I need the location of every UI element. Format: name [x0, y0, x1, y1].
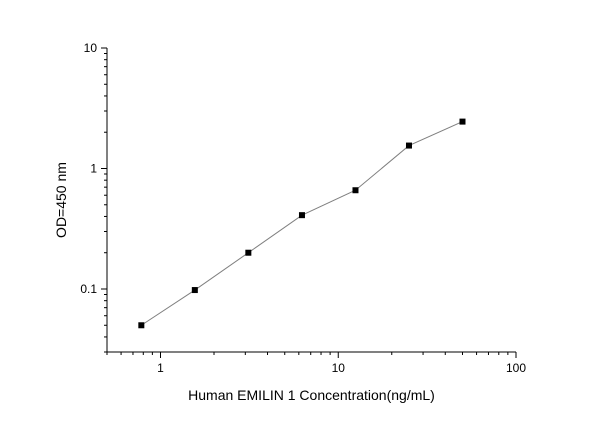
data-point — [352, 187, 359, 194]
data-point — [405, 142, 412, 149]
x-tick-label: 100 — [506, 361, 526, 375]
data-series — [138, 118, 466, 329]
y-tick-label: 10 — [84, 41, 98, 55]
y-tick-label: 1 — [90, 161, 97, 175]
data-point — [459, 118, 466, 125]
x-tick-label: 1 — [157, 361, 164, 375]
data-point — [298, 212, 305, 219]
x-tick-label: 10 — [332, 361, 346, 375]
y-axis-title: OD=450 nm — [53, 162, 69, 238]
data-point — [245, 249, 252, 256]
y-tick-label: 0.1 — [80, 282, 97, 296]
series-line — [141, 121, 463, 326]
data-point — [191, 287, 198, 294]
x-axis-title: Human EMILIN 1 Concentration(ng/mL) — [188, 387, 435, 403]
data-point — [138, 322, 145, 329]
axes: 1 10 100 0.1 1 10 — [80, 41, 526, 375]
